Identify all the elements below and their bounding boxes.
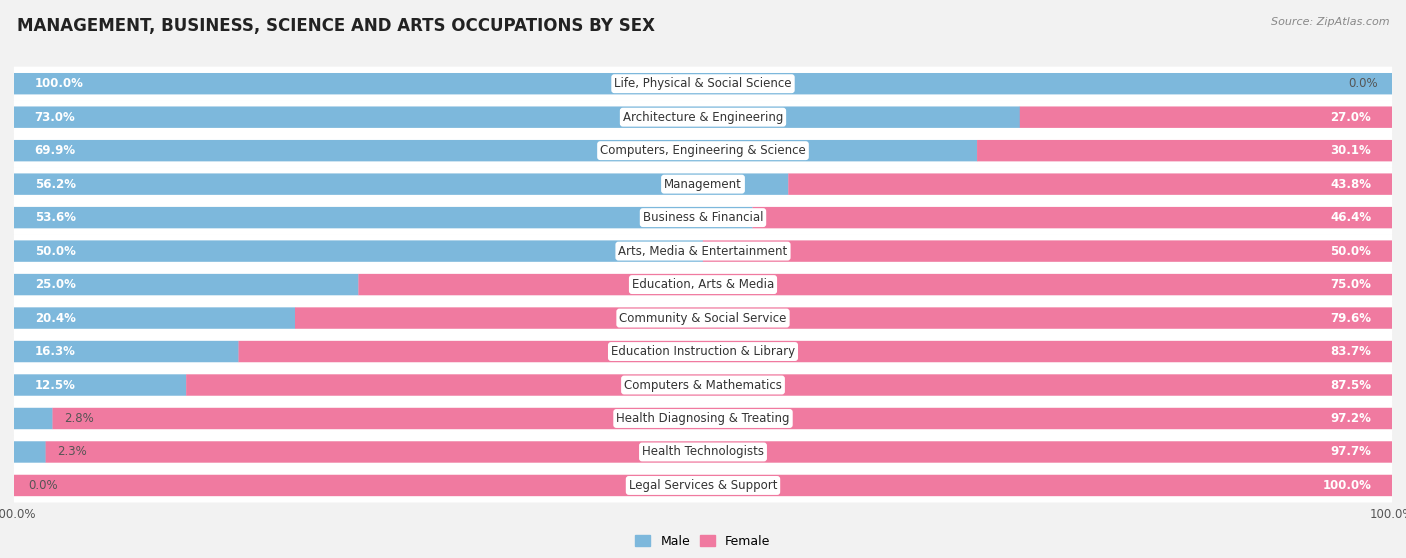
Text: 56.2%: 56.2% [35, 177, 76, 191]
Text: 97.7%: 97.7% [1330, 445, 1371, 459]
FancyBboxPatch shape [14, 133, 1392, 168]
Text: MANAGEMENT, BUSINESS, SCIENCE AND ARTS OCCUPATIONS BY SEX: MANAGEMENT, BUSINESS, SCIENCE AND ARTS O… [17, 17, 655, 35]
Text: 2.8%: 2.8% [63, 412, 93, 425]
FancyBboxPatch shape [789, 174, 1392, 195]
Text: 50.0%: 50.0% [35, 244, 76, 258]
FancyBboxPatch shape [752, 207, 1392, 228]
FancyBboxPatch shape [14, 334, 1392, 369]
Text: Health Diagnosing & Treating: Health Diagnosing & Treating [616, 412, 790, 425]
Text: 83.7%: 83.7% [1330, 345, 1371, 358]
FancyBboxPatch shape [14, 267, 1392, 302]
FancyBboxPatch shape [14, 307, 295, 329]
Text: 73.0%: 73.0% [35, 110, 76, 124]
Text: 50.0%: 50.0% [1330, 244, 1371, 258]
Text: 25.0%: 25.0% [35, 278, 76, 291]
FancyBboxPatch shape [14, 468, 1392, 503]
FancyBboxPatch shape [14, 408, 53, 429]
Text: Education Instruction & Library: Education Instruction & Library [612, 345, 794, 358]
FancyBboxPatch shape [703, 240, 1392, 262]
Text: 0.0%: 0.0% [28, 479, 58, 492]
Text: Arts, Media & Entertainment: Arts, Media & Entertainment [619, 244, 787, 258]
FancyBboxPatch shape [14, 274, 359, 295]
Text: 79.6%: 79.6% [1330, 311, 1371, 325]
Text: 20.4%: 20.4% [35, 311, 76, 325]
FancyBboxPatch shape [977, 140, 1392, 161]
Text: Business & Financial: Business & Financial [643, 211, 763, 224]
Text: 27.0%: 27.0% [1330, 110, 1371, 124]
Text: 97.2%: 97.2% [1330, 412, 1371, 425]
FancyBboxPatch shape [45, 441, 1392, 463]
FancyBboxPatch shape [14, 341, 239, 362]
Text: 16.3%: 16.3% [35, 345, 76, 358]
Text: Computers, Engineering & Science: Computers, Engineering & Science [600, 144, 806, 157]
FancyBboxPatch shape [14, 200, 1392, 235]
Text: Education, Arts & Media: Education, Arts & Media [631, 278, 775, 291]
FancyBboxPatch shape [14, 174, 789, 195]
Text: 69.9%: 69.9% [35, 144, 76, 157]
Text: 12.5%: 12.5% [35, 378, 76, 392]
Text: 87.5%: 87.5% [1330, 378, 1371, 392]
FancyBboxPatch shape [186, 374, 1392, 396]
Text: Management: Management [664, 177, 742, 191]
FancyBboxPatch shape [14, 441, 46, 463]
FancyBboxPatch shape [14, 401, 1392, 436]
FancyBboxPatch shape [14, 107, 1019, 128]
Text: 0.0%: 0.0% [1348, 77, 1378, 90]
Text: Community & Social Service: Community & Social Service [619, 311, 787, 325]
FancyBboxPatch shape [14, 240, 703, 262]
FancyBboxPatch shape [14, 207, 752, 228]
Text: 46.4%: 46.4% [1330, 211, 1371, 224]
Text: 100.0%: 100.0% [35, 77, 83, 90]
FancyBboxPatch shape [52, 408, 1392, 429]
Text: Source: ZipAtlas.com: Source: ZipAtlas.com [1271, 17, 1389, 27]
FancyBboxPatch shape [295, 307, 1392, 329]
FancyBboxPatch shape [239, 341, 1392, 362]
Text: Legal Services & Support: Legal Services & Support [628, 479, 778, 492]
FancyBboxPatch shape [14, 368, 1392, 402]
FancyBboxPatch shape [14, 167, 1392, 201]
FancyBboxPatch shape [14, 66, 1392, 101]
Text: Life, Physical & Social Science: Life, Physical & Social Science [614, 77, 792, 90]
Text: Health Technologists: Health Technologists [643, 445, 763, 459]
FancyBboxPatch shape [14, 301, 1392, 335]
Text: 75.0%: 75.0% [1330, 278, 1371, 291]
Text: 30.1%: 30.1% [1330, 144, 1371, 157]
Text: 53.6%: 53.6% [35, 211, 76, 224]
Legend: Male, Female: Male, Female [630, 530, 776, 552]
FancyBboxPatch shape [14, 140, 977, 161]
Text: Computers & Mathematics: Computers & Mathematics [624, 378, 782, 392]
FancyBboxPatch shape [14, 475, 1392, 496]
Text: 2.3%: 2.3% [56, 445, 87, 459]
FancyBboxPatch shape [1019, 107, 1392, 128]
FancyBboxPatch shape [359, 274, 1392, 295]
Text: Architecture & Engineering: Architecture & Engineering [623, 110, 783, 124]
FancyBboxPatch shape [14, 234, 1392, 268]
FancyBboxPatch shape [14, 374, 187, 396]
FancyBboxPatch shape [14, 435, 1392, 469]
Text: 43.8%: 43.8% [1330, 177, 1371, 191]
Text: 100.0%: 100.0% [1323, 479, 1371, 492]
FancyBboxPatch shape [14, 73, 1392, 94]
FancyBboxPatch shape [14, 100, 1392, 134]
